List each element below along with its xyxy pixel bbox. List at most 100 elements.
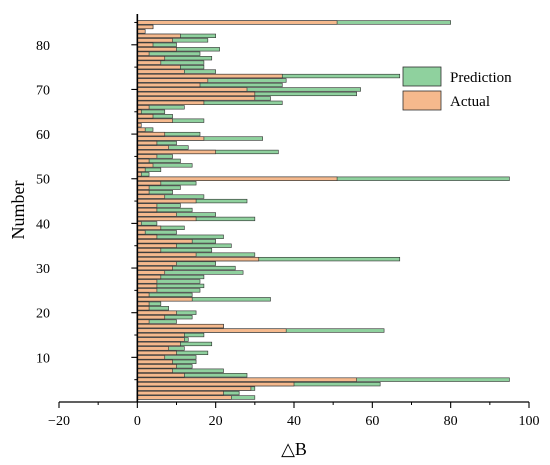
bar-actual-47 xyxy=(137,190,150,195)
x-tick-label-0: 0 xyxy=(134,414,141,429)
bar-actual-23 xyxy=(137,297,193,302)
bar-actual-21 xyxy=(137,306,150,311)
bar-actual-24 xyxy=(137,292,150,297)
bar-actual-68 xyxy=(137,96,256,101)
bar-actual-50 xyxy=(137,176,338,181)
bar-actual-77 xyxy=(137,56,166,61)
bar-actual-60 xyxy=(137,131,166,137)
y-tick-label-30: 30 xyxy=(36,262,50,277)
bar-actual-49 xyxy=(137,181,162,186)
x-axis-title: △B xyxy=(281,439,307,459)
bar-actual-55 xyxy=(137,154,158,159)
legend-swatch-prediction xyxy=(402,66,442,87)
bar-actual-57 xyxy=(137,145,169,150)
bar-actual-75 xyxy=(137,64,181,70)
bar-actual-72 xyxy=(137,78,209,83)
bar-actual-83 xyxy=(137,29,146,34)
bar-actual-5 xyxy=(137,377,357,382)
bar-actual-6 xyxy=(137,373,185,378)
bar-actual-73 xyxy=(137,73,283,79)
y-tick-label-20: 20 xyxy=(36,307,50,322)
bar-actual-10 xyxy=(137,355,166,360)
bar-actual-41 xyxy=(137,216,197,222)
bar-actual-17 xyxy=(137,323,224,329)
bar-actual-12 xyxy=(137,346,169,351)
bar-actual-81 xyxy=(137,38,173,43)
bar-actual-19 xyxy=(137,315,166,320)
bar-actual-74 xyxy=(137,69,185,74)
bar-actual-67 xyxy=(137,100,205,105)
bar-actual-3 xyxy=(137,386,252,391)
bar-actual-54 xyxy=(137,158,150,164)
bar-actual-84 xyxy=(137,24,154,30)
bar-actual-22 xyxy=(137,301,150,306)
bar-actual-82 xyxy=(137,33,181,38)
bar-actual-79 xyxy=(137,47,177,52)
bar-actual-44 xyxy=(137,203,158,208)
bar-actual-28 xyxy=(137,274,162,280)
bar-actual-1 xyxy=(137,395,232,400)
y-tick-label-50: 50 xyxy=(36,173,50,188)
bar-actual-14 xyxy=(137,337,185,342)
bar-actual-20 xyxy=(137,310,177,315)
bar-actual-31 xyxy=(137,261,177,266)
x-tick-label-40: 40 xyxy=(287,414,301,429)
bar-actual-42 xyxy=(137,212,177,217)
x-tick-label-60: 60 xyxy=(365,414,379,429)
bar-actual-52 xyxy=(137,167,146,172)
bar-actual-61 xyxy=(137,127,146,132)
bar-actual-48 xyxy=(137,185,150,190)
bar-actual-25 xyxy=(137,288,158,293)
legend-label-actual: Actual xyxy=(450,94,490,110)
bar-actual-46 xyxy=(137,194,166,199)
bar-actual-66 xyxy=(137,105,150,110)
bar-actual-29 xyxy=(137,270,166,275)
bar-actual-53 xyxy=(137,163,154,168)
bar-actual-37 xyxy=(137,234,158,239)
bar-actual-35 xyxy=(137,243,177,248)
y-tick-label-80: 80 xyxy=(36,39,50,54)
y-tick-label-10: 10 xyxy=(36,351,50,366)
bar-actual-34 xyxy=(137,248,162,253)
bar-actual-63 xyxy=(137,118,173,123)
bars-group xyxy=(137,20,510,400)
bar-actual-27 xyxy=(137,279,158,284)
bar-actual-59 xyxy=(137,136,205,141)
y-tick-label-60: 60 xyxy=(36,128,50,143)
x-tick-label-100: 100 xyxy=(519,414,540,429)
legend-label-prediction: Prediction xyxy=(450,70,512,86)
x-tick-label-80: 80 xyxy=(444,414,458,429)
bar-actual-8 xyxy=(137,364,177,369)
bar-actual-58 xyxy=(137,140,158,146)
bar-actual-69 xyxy=(137,91,256,97)
bar-actual-15 xyxy=(137,332,185,338)
bar-actual-78 xyxy=(137,51,150,56)
bar-actual-18 xyxy=(137,319,150,324)
bar-actual-30 xyxy=(137,265,173,271)
bar-actual-13 xyxy=(137,341,181,347)
x-tick-label-20: 20 xyxy=(209,414,223,429)
axes-group: −20 0 20 40 60 80 100 10 20 30 40 50 60 70 80 △B Number xyxy=(8,14,540,459)
bar-actual-4 xyxy=(137,382,295,387)
bar-actual-2 xyxy=(137,390,224,396)
y-tick-label-70: 70 xyxy=(36,83,50,98)
bar-actual-45 xyxy=(137,198,197,204)
bar-actual-16 xyxy=(137,328,287,333)
bar-actual-38 xyxy=(137,230,146,235)
legend-swatch-actual xyxy=(402,90,442,111)
bar-actual-33 xyxy=(137,252,197,257)
y-tick-label-40: 40 xyxy=(36,217,50,232)
bar-actual-7 xyxy=(137,368,173,373)
bar-actual-43 xyxy=(137,207,158,213)
bar-actual-11 xyxy=(137,350,177,356)
bar-actual-36 xyxy=(137,239,193,244)
bar-actual-76 xyxy=(137,60,162,65)
bar-actual-9 xyxy=(137,359,173,364)
bar-actual-32 xyxy=(137,256,260,262)
x-tick-label--20: −20 xyxy=(48,414,70,429)
y-axis-title: Number xyxy=(8,181,28,240)
bar-actual-70 xyxy=(137,87,248,92)
bar-actual-64 xyxy=(137,114,154,119)
bar-actual-71 xyxy=(137,82,201,88)
